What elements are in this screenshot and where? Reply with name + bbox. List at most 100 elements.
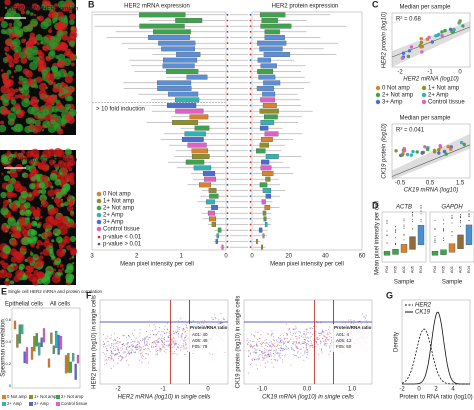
point [105,353,108,355]
tissue-blob [11,75,14,79]
point [265,356,267,358]
tissue-blob [41,200,49,208]
point [104,344,106,346]
point [304,339,306,341]
point [160,334,162,336]
box [139,12,186,18]
point [458,19,462,23]
point [218,319,220,321]
box [187,142,207,148]
point [299,332,302,334]
point [265,338,267,341]
point [302,354,304,356]
point [130,351,132,353]
tissue-blob [69,247,78,255]
box [191,148,209,154]
outlier [395,243,396,245]
point [102,352,104,354]
point [158,337,160,339]
p-dot [226,70,229,73]
box [57,334,60,355]
point [280,341,282,343]
point [250,344,252,346]
tick-label: 2 [135,254,139,260]
point [267,343,270,345]
point [259,354,261,356]
point [248,350,250,352]
box [257,40,287,46]
box [40,337,43,348]
tissue-blob [3,226,8,231]
p-dot [226,246,229,249]
point [273,359,275,361]
tissue-blob [34,84,39,89]
point [270,340,272,342]
point [149,333,151,335]
tissue-blob [49,27,52,30]
p-dot [249,93,252,96]
p-dot [249,132,252,135]
point [156,354,158,356]
point [293,349,295,352]
box [259,142,269,148]
point [113,332,116,334]
point [144,343,146,345]
tissue-blob [7,170,11,174]
outlier [434,241,436,243]
point [260,334,262,336]
p-dot [249,53,252,56]
label: GAPDH [441,205,463,211]
point [307,331,309,334]
point [117,349,119,351]
p-dot [226,13,229,16]
tissue-blob [34,169,39,175]
tissue-blob [17,94,22,98]
point [134,340,136,342]
point [295,325,297,327]
point [407,49,412,53]
point [275,350,277,352]
point [177,347,179,349]
tissue-blob [56,236,63,244]
tick-label: E04 [418,265,423,273]
box [431,251,439,256]
tissue-blob [4,38,12,46]
tissue-blob [13,20,22,29]
point [440,34,444,38]
panel-frame [251,11,363,251]
point [185,348,188,350]
point [145,337,147,339]
tissue-blob [48,216,54,222]
tissue-blob [30,98,39,107]
tissue-blob [38,51,45,59]
point [282,335,285,337]
p-dot [249,155,252,158]
point [254,347,256,349]
tissue-blob [6,224,11,229]
label: HER2 protein expression [272,4,339,10]
point [173,336,175,338]
point [294,354,296,357]
point [119,347,121,349]
point [452,28,456,32]
tissue-blob [60,82,63,86]
tissue-blob [61,267,65,271]
tissue-blob [9,170,18,179]
point [114,343,116,345]
outlier [395,242,396,244]
point [266,349,268,351]
label: HER2 mRNA expression [124,4,190,10]
tissue-blob [27,106,35,115]
tissue-blob [13,123,22,132]
point [135,348,137,350]
label: CK19 mRNA [8,158,42,164]
legend-swatch [2,395,6,399]
point [219,322,221,324]
point [111,334,113,336]
point [107,340,109,342]
point [274,345,276,348]
point [141,357,143,359]
p-dot [226,155,229,158]
point [293,353,295,356]
point [118,351,120,353]
